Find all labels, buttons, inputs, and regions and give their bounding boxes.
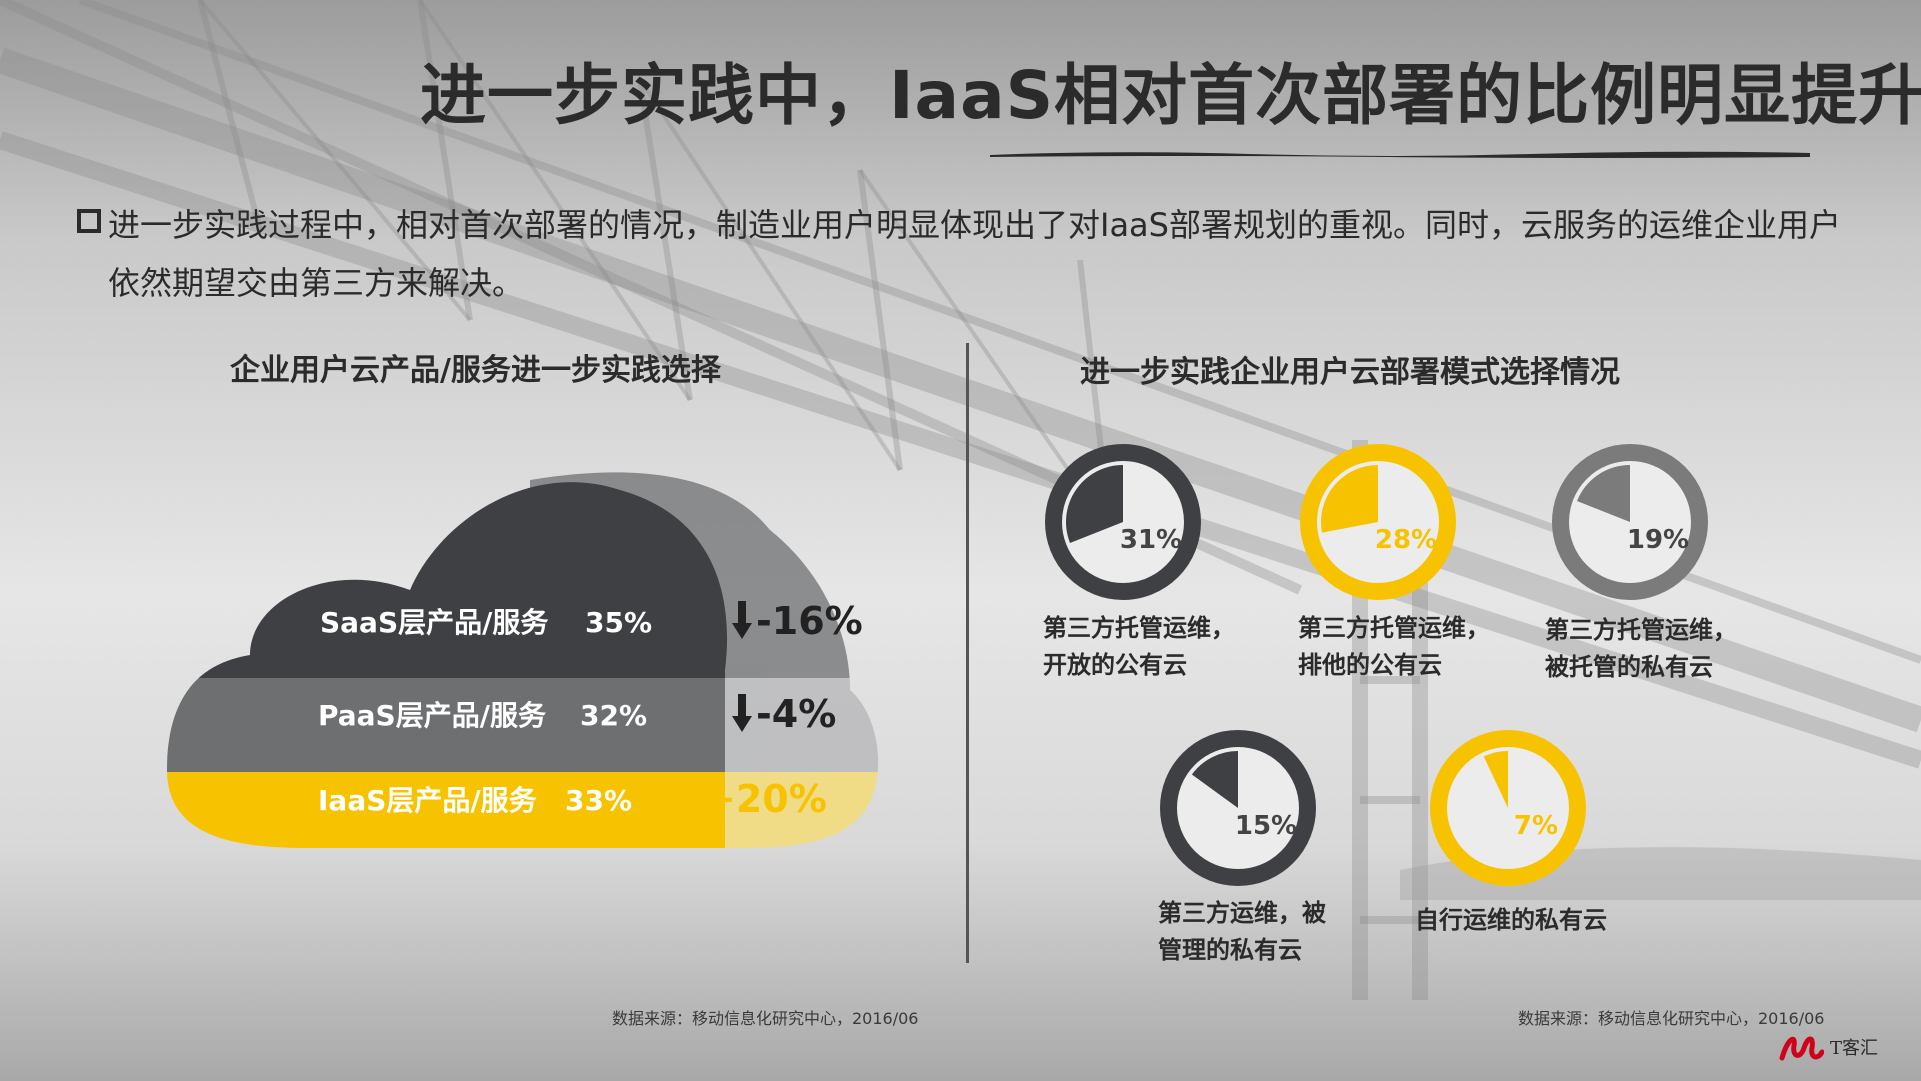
- arrow-down-icon: [732, 694, 752, 732]
- donut-value-label: 31%: [1120, 525, 1182, 555]
- donut-caption: 第三方运维，被管理的私有云: [1158, 899, 1326, 964]
- cloud-category-label: IaaS层产品/服务: [318, 784, 537, 817]
- donut-caption: 第三方托管运维，被托管的私有云: [1545, 616, 1737, 681]
- cloud-value-label: 35%: [585, 606, 652, 639]
- donut-slice: [1191, 751, 1238, 808]
- cloud-value-label: 33%: [565, 784, 632, 817]
- tkehui-logo-text: T客汇: [1830, 1038, 1879, 1059]
- left-data-source: 数据来源：移动信息化研究中心，2016/06: [612, 1009, 919, 1028]
- cloud-category-label: SaaS层产品/服务: [320, 606, 548, 639]
- cloud-change-label: -4%: [756, 692, 836, 736]
- donut-chart: 31%: [1045, 444, 1201, 600]
- donut-value-label: 19%: [1627, 525, 1689, 555]
- title-underline-brush: [990, 151, 1810, 158]
- donut-value-label: 15%: [1235, 811, 1297, 841]
- section-divider: [966, 343, 969, 963]
- page-title: 进一步实践中，IaaS相对首次部署的比例明显提升: [420, 57, 1921, 134]
- intro-paragraph: 进一步实践过程中，相对首次部署的情况，制造业用户明显体现出了对IaaS部署规划的…: [108, 206, 1841, 302]
- donut-slice: [1321, 465, 1378, 533]
- donut-slice: [1483, 751, 1508, 808]
- donut-chart: 7%: [1430, 730, 1586, 886]
- donut-value-label: 7%: [1514, 811, 1558, 841]
- donut-caption: 第三方托管运维，开放的公有云: [1043, 614, 1235, 679]
- cloud-change-label: +20%: [704, 777, 827, 821]
- arrow-down-icon: [732, 601, 752, 639]
- cloud-bar-chart: SaaS层产品/服务 35% -16% PaaS层产品/服务 32% -4% IaaS层产品…: [167, 472, 879, 848]
- left-chart-title: 企业用户云产品/服务进一步实践选择: [230, 353, 721, 388]
- right-chart-title: 进一步实践企业用户云部署模式选择情况: [1080, 355, 1620, 390]
- donut-chart: 15%: [1160, 730, 1316, 886]
- arrow-up-icon: [680, 777, 700, 815]
- tkehui-logo: T客汇: [1778, 1030, 1878, 1064]
- bullet-square-icon: [77, 209, 101, 233]
- tkehui-logo-mark-icon: [1779, 1036, 1824, 1061]
- donut-slice: [1066, 465, 1123, 543]
- donut-caption: 自行运维的私有云: [1415, 906, 1607, 934]
- cloud-category-label: PaaS层产品/服务: [318, 699, 546, 732]
- donut-chart: 19%: [1552, 444, 1708, 600]
- right-data-source: 数据来源：移动信息化研究中心，2016/06: [1518, 1009, 1825, 1028]
- donut-chart: 28%: [1300, 444, 1456, 600]
- donut-value-label: 28%: [1375, 525, 1437, 555]
- cloud-change-label: -16%: [756, 599, 863, 643]
- donut-slice: [1577, 465, 1630, 522]
- cloud-value-label: 32%: [580, 699, 647, 732]
- donut-caption: 第三方托管运维，排他的公有云: [1298, 614, 1490, 679]
